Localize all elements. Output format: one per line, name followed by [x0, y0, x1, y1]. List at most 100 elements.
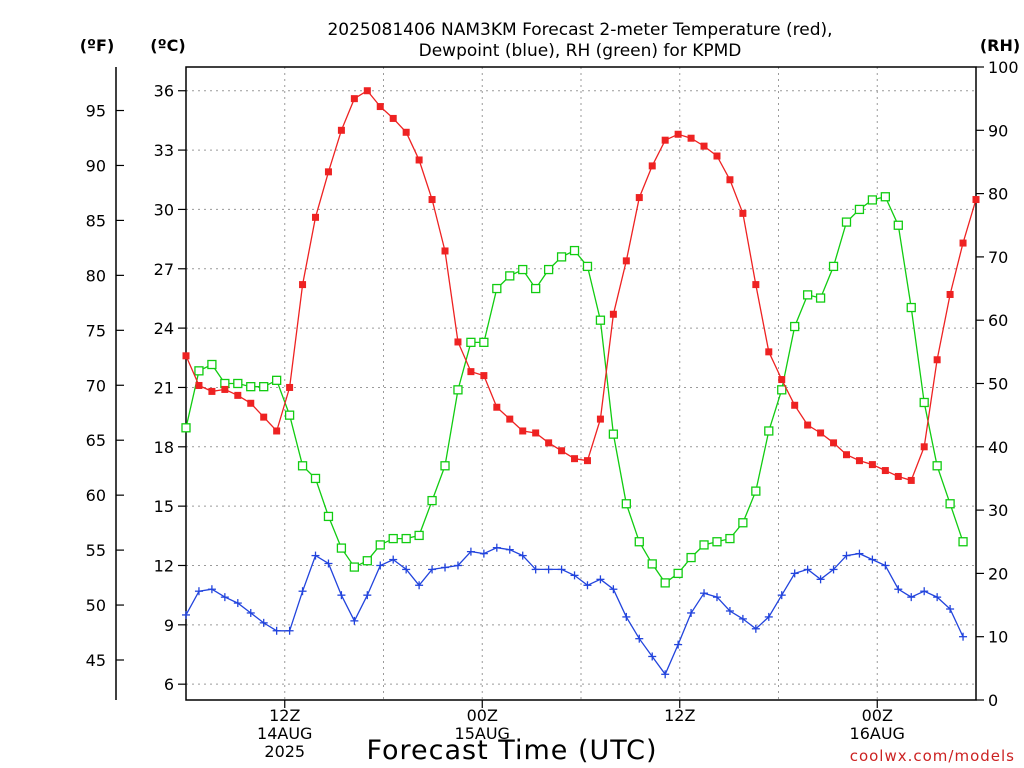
dewpoint-point [803, 565, 812, 574]
rh-point [466, 337, 476, 348]
x-axis-title: Forecast Time (UTC) [366, 735, 657, 766]
rh-point [841, 217, 852, 227]
temperature-point [894, 472, 902, 480]
temperature-point [881, 467, 889, 475]
rh-point [932, 461, 942, 471]
celsius-tick-label: 12 [154, 556, 174, 575]
temperature-point [959, 239, 967, 247]
rh-unit-label: (RH) [980, 36, 1020, 55]
temperature-point [545, 439, 553, 447]
rh-point [751, 486, 761, 496]
rh-point [777, 385, 787, 395]
dewpoint-point [272, 626, 281, 635]
temperature-point [337, 126, 345, 134]
rh-point [660, 578, 670, 588]
dewpoint-point [246, 608, 255, 617]
time-tick-label: 2025 [264, 742, 305, 761]
temperature-point [946, 290, 954, 298]
rh-point [246, 382, 256, 392]
rh-point [790, 321, 800, 332]
dewpoint-point [674, 640, 683, 649]
temperature-point [376, 103, 384, 111]
temperature-point [713, 152, 721, 160]
rh-point [634, 537, 644, 547]
temperature-point [363, 87, 371, 95]
temperature-point [752, 281, 760, 289]
temperature-point [817, 429, 825, 437]
celsius-tick-label: 33 [154, 141, 174, 160]
dewpoint-point [298, 587, 307, 596]
dewpoint-point [570, 571, 579, 580]
dewpoint-point [959, 632, 968, 641]
dewpoint-point [220, 593, 229, 602]
temperature-point [286, 383, 294, 391]
temperature-point [687, 134, 695, 142]
dewpoint-line [185, 547, 964, 676]
fahrenheit-tick-label: 80 [86, 266, 106, 285]
rh-tick-label: 100 [988, 58, 1019, 77]
temperature-point [739, 209, 747, 217]
celsius-tick-label: 30 [154, 200, 174, 219]
dewpoint-point [661, 670, 670, 679]
rh-point [194, 366, 204, 376]
fahrenheit-tick-label: 70 [86, 376, 106, 395]
dewpoint-point [751, 624, 760, 633]
temperature-point [855, 457, 863, 465]
celsius-tick-label: 24 [154, 319, 174, 338]
time-tick-label: 12Z [269, 706, 300, 725]
rh-tick-label: 0 [988, 691, 998, 710]
temperature-point [260, 413, 268, 421]
temperature-point [519, 427, 527, 435]
rh-point [284, 410, 295, 420]
rh-point [492, 283, 502, 294]
dewpoint-point [324, 559, 333, 568]
rh-point [919, 397, 929, 408]
rh-point [479, 337, 489, 348]
fahrenheit-tick-label: 75 [86, 321, 106, 340]
temperature-point [273, 427, 281, 435]
temperature-point [571, 455, 579, 463]
temperature-series [182, 87, 980, 484]
dewpoint-point [415, 581, 424, 590]
temperature-point [778, 376, 786, 384]
celsius-tick-label: 15 [154, 497, 174, 516]
rh-point [181, 423, 191, 433]
rh-point [699, 540, 709, 550]
rh-point [207, 359, 217, 370]
dewpoint-point [518, 551, 527, 560]
rh-point [323, 511, 334, 522]
temperature-point [635, 194, 643, 202]
temperature-point [480, 372, 488, 380]
rh-point [880, 192, 890, 202]
temperature-point [350, 95, 358, 103]
rh-point [738, 518, 748, 528]
time-tick-label: 14AUG [257, 724, 312, 743]
rh-point [233, 378, 243, 389]
dewpoint-point [259, 618, 268, 627]
time-tick-label: 15AUG [455, 724, 510, 743]
dewpoint-point [855, 549, 864, 558]
rh-point [764, 426, 774, 436]
dewpoint-point [596, 575, 605, 584]
dewpoint-point [583, 581, 592, 590]
rh-point [336, 543, 347, 553]
dewpoint-point [648, 652, 657, 661]
dewpoint-point [920, 587, 929, 596]
rh-point [569, 245, 580, 256]
chart-title-line-1: 2025081406 NAM3KM Forecast 2-meter Tempe… [327, 20, 832, 40]
rh-tick-label: 30 [988, 501, 1008, 520]
chart-title-line-2: Dewpoint (blue), RH (green) for KPMD [419, 41, 742, 61]
rh-point [647, 559, 657, 569]
dewpoint-point [712, 593, 721, 602]
rh-tick-label: 60 [988, 311, 1008, 330]
dewpoint-point [557, 565, 566, 574]
fahrenheit-tick-label: 50 [86, 596, 106, 615]
dewpoint-point [907, 593, 916, 602]
temperature-point [247, 399, 255, 407]
rh-point [673, 568, 683, 579]
dewpoint-point [790, 569, 799, 578]
credit-label: coolwx.com/models [850, 747, 1015, 765]
dewpoint-point [609, 585, 618, 594]
rh-point [712, 537, 722, 547]
celsius-unit-label: (ºC) [150, 36, 185, 55]
